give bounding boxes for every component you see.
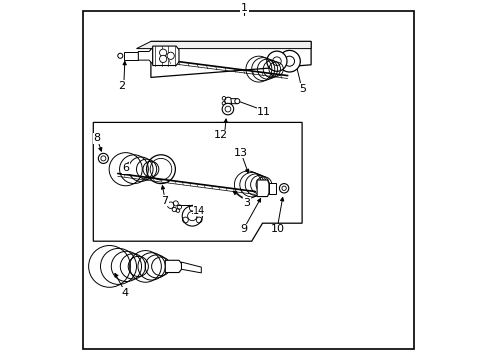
Circle shape: [272, 57, 281, 66]
Text: 5: 5: [299, 84, 305, 94]
Circle shape: [159, 55, 166, 63]
Polygon shape: [165, 260, 181, 273]
Circle shape: [279, 184, 288, 193]
Circle shape: [159, 49, 166, 56]
Polygon shape: [123, 52, 138, 60]
Text: 12: 12: [214, 130, 228, 140]
Text: 1: 1: [241, 3, 247, 13]
Circle shape: [224, 106, 230, 112]
Circle shape: [101, 156, 106, 161]
Text: 11: 11: [257, 107, 271, 117]
Polygon shape: [230, 99, 237, 104]
Polygon shape: [152, 46, 179, 66]
Text: 6: 6: [122, 163, 129, 173]
Polygon shape: [82, 11, 413, 349]
Text: 13: 13: [233, 148, 247, 158]
Circle shape: [98, 153, 108, 163]
Circle shape: [282, 186, 285, 190]
Circle shape: [118, 53, 122, 58]
Text: 10: 10: [270, 224, 284, 234]
Polygon shape: [136, 41, 310, 49]
Text: 9: 9: [240, 224, 247, 234]
Text: 3: 3: [243, 198, 250, 208]
Circle shape: [284, 56, 294, 66]
Polygon shape: [268, 183, 275, 194]
Text: 2: 2: [118, 81, 125, 91]
Polygon shape: [257, 180, 268, 197]
Circle shape: [234, 99, 239, 104]
Circle shape: [224, 97, 231, 104]
Text: 7: 7: [161, 195, 168, 206]
Circle shape: [222, 103, 233, 115]
Polygon shape: [138, 48, 152, 64]
Text: 4: 4: [121, 288, 128, 298]
Text: 14: 14: [193, 206, 205, 216]
Polygon shape: [181, 262, 201, 273]
Polygon shape: [151, 41, 310, 77]
Circle shape: [266, 51, 286, 71]
Circle shape: [278, 50, 300, 72]
Text: 8: 8: [93, 133, 100, 143]
Circle shape: [167, 52, 174, 59]
